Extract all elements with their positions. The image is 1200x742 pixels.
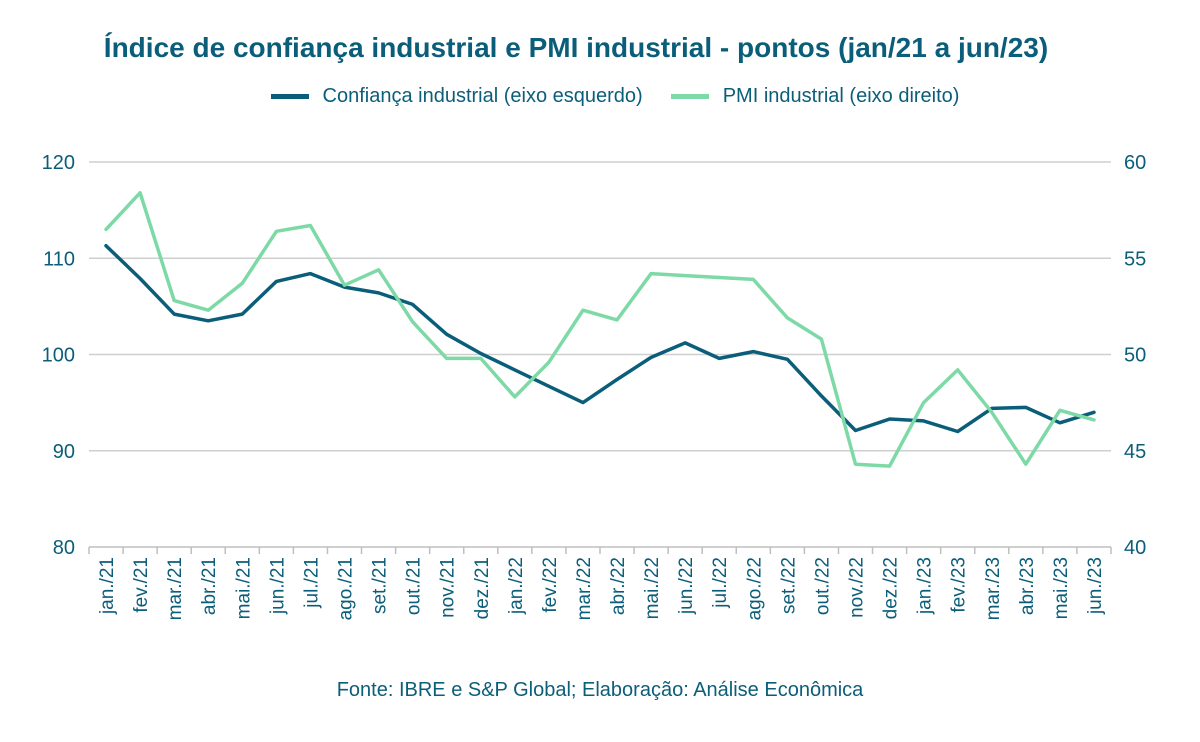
x-tick-label: out./21 bbox=[404, 557, 425, 615]
x-tick-label: dez./22 bbox=[881, 557, 902, 619]
y-right-tick-label: 40 bbox=[1124, 537, 1146, 559]
x-tick-label: mar./22 bbox=[574, 557, 595, 620]
x-tick-label: jul./22 bbox=[710, 557, 731, 609]
series-line-pmi bbox=[104, 191, 1096, 468]
x-tick-label: fev./23 bbox=[949, 557, 970, 613]
x-tick-label: jan./21 bbox=[97, 557, 118, 615]
x-tick-label: mai./23 bbox=[1051, 557, 1072, 619]
x-tick-label: jun./21 bbox=[267, 557, 288, 615]
y-left-tick-label: 100 bbox=[42, 345, 75, 367]
x-tick-label: nov./21 bbox=[438, 557, 459, 618]
x-tick-label: fev./21 bbox=[131, 557, 152, 613]
y-left-tick-label: 80 bbox=[53, 537, 75, 559]
legend: Confiança industrial (eixo esquerdo) PMI… bbox=[0, 85, 1200, 108]
x-tick-label: mai./21 bbox=[233, 557, 254, 619]
x-tick-label: abr./22 bbox=[608, 557, 629, 615]
x-tick-label: nov./22 bbox=[847, 557, 868, 618]
x-tick-label: mai./22 bbox=[642, 557, 663, 619]
legend-item-pmi: PMI industrial (eixo direito) bbox=[670, 85, 960, 108]
x-tick-label: set./22 bbox=[778, 557, 799, 614]
legend-item-confianca: Confiança industrial (eixo esquerdo) bbox=[270, 85, 643, 108]
y-left-tick-label: 120 bbox=[42, 152, 75, 174]
x-tick-label: out./22 bbox=[812, 557, 833, 615]
y-left-tick-label: 90 bbox=[53, 441, 75, 463]
x-tick-label: jun./22 bbox=[676, 557, 697, 615]
y-right-tick-label: 55 bbox=[1124, 248, 1146, 270]
chart-title: Índice de confiança industrial e PMI ind… bbox=[103, 32, 1049, 63]
x-tick-label: dez./21 bbox=[472, 557, 493, 619]
x-tick-label: ago./21 bbox=[336, 557, 357, 620]
x-tick-label: jul./21 bbox=[301, 557, 322, 609]
x-tick-label: abr./23 bbox=[1017, 557, 1038, 615]
x-tick-label: mar./23 bbox=[983, 557, 1004, 620]
x-tick-label: fev./22 bbox=[540, 557, 561, 613]
legend-swatch-confianca bbox=[270, 94, 309, 99]
source-note: Fonte: IBRE e S&P Global; Elaboração: An… bbox=[336, 679, 864, 701]
y-left-tick-label: 110 bbox=[43, 248, 75, 270]
y-right-tick-label: 50 bbox=[1124, 345, 1146, 367]
x-tick-label: abr./21 bbox=[199, 557, 220, 615]
x-tick-label: ago./22 bbox=[744, 557, 765, 620]
legend-swatch-pmi bbox=[670, 94, 709, 99]
y-right-tick-label: 60 bbox=[1124, 152, 1146, 174]
x-tick-label: set./21 bbox=[370, 557, 391, 614]
legend-label-pmi: PMI industrial (eixo direito) bbox=[722, 85, 960, 107]
series-line-confianca bbox=[104, 243, 1096, 434]
x-tick-label: jun./23 bbox=[1085, 557, 1106, 615]
x-tick-label: jan./22 bbox=[506, 557, 527, 615]
x-tick-label: jan./23 bbox=[915, 557, 936, 615]
x-tick-label: mar./21 bbox=[165, 557, 186, 620]
legend-label-confianca: Confiança industrial (eixo esquerdo) bbox=[322, 85, 643, 107]
y-right-tick-label: 45 bbox=[1124, 441, 1146, 463]
